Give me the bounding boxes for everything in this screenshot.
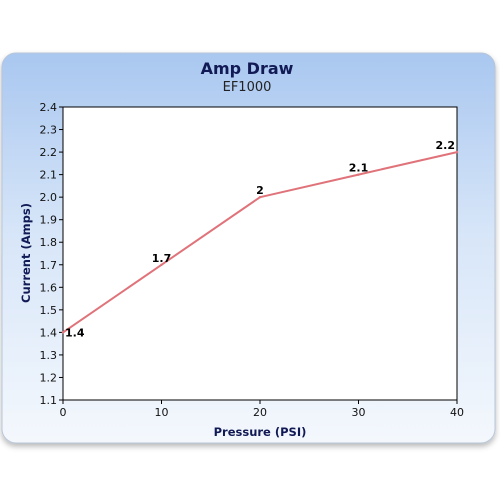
x-tick-label: 40 — [450, 406, 464, 419]
x-axis: 0 10 20 30 40 — [60, 400, 464, 419]
chart-subtitle: EF1000 — [223, 80, 272, 95]
series-layer: 1.4 1.7 2 2.1 2.2 — [61, 139, 459, 339]
data-label: 2.1 — [349, 162, 369, 175]
chart-title: Amp Draw — [201, 59, 294, 78]
y-tick-label: 1.5 — [40, 304, 58, 317]
data-label: 1.4 — [65, 326, 85, 339]
y-tick-label: 2.1 — [40, 169, 58, 182]
y-tick-label: 2.2 — [40, 146, 58, 159]
data-point — [61, 331, 65, 334]
data-label: 2 — [256, 184, 264, 197]
data-point — [455, 150, 459, 154]
y-axis-title: Current (Amps) — [19, 203, 33, 303]
y-tick-label: 1.4 — [40, 326, 58, 339]
data-point — [160, 263, 163, 266]
y-axis: 1.1 1.2 1.3 1.4 1.5 1.6 1.7 1.8 1.9 2.0 2.1 2.2 2.3 2… — [40, 101, 63, 407]
x-tick-label: 20 — [253, 406, 267, 419]
y-tick-label: 1.9 — [40, 214, 58, 227]
y-tick-label: 2.3 — [40, 124, 58, 137]
y-tick-label: 1.2 — [40, 371, 58, 384]
y-tick-label: 1.6 — [40, 281, 58, 294]
y-tick-label: 2.0 — [40, 191, 58, 204]
plot-area — [62, 106, 458, 401]
x-tick-label: 0 — [60, 406, 67, 419]
data-point — [357, 173, 360, 176]
y-tick-label: 1.7 — [40, 259, 58, 272]
y-tick-label: 2.4 — [40, 101, 58, 114]
data-point — [258, 195, 262, 199]
x-tick-label: 10 — [155, 406, 169, 419]
y-tick-label: 1.8 — [40, 236, 58, 249]
y-tick-label: 1.1 — [40, 394, 58, 407]
y-tick-label: 1.3 — [40, 349, 58, 362]
x-axis-title: Pressure (PSI) — [214, 425, 307, 439]
x-tick-label: 30 — [352, 406, 366, 419]
data-label: 2.2 — [436, 139, 456, 152]
data-label: 1.7 — [152, 252, 172, 265]
